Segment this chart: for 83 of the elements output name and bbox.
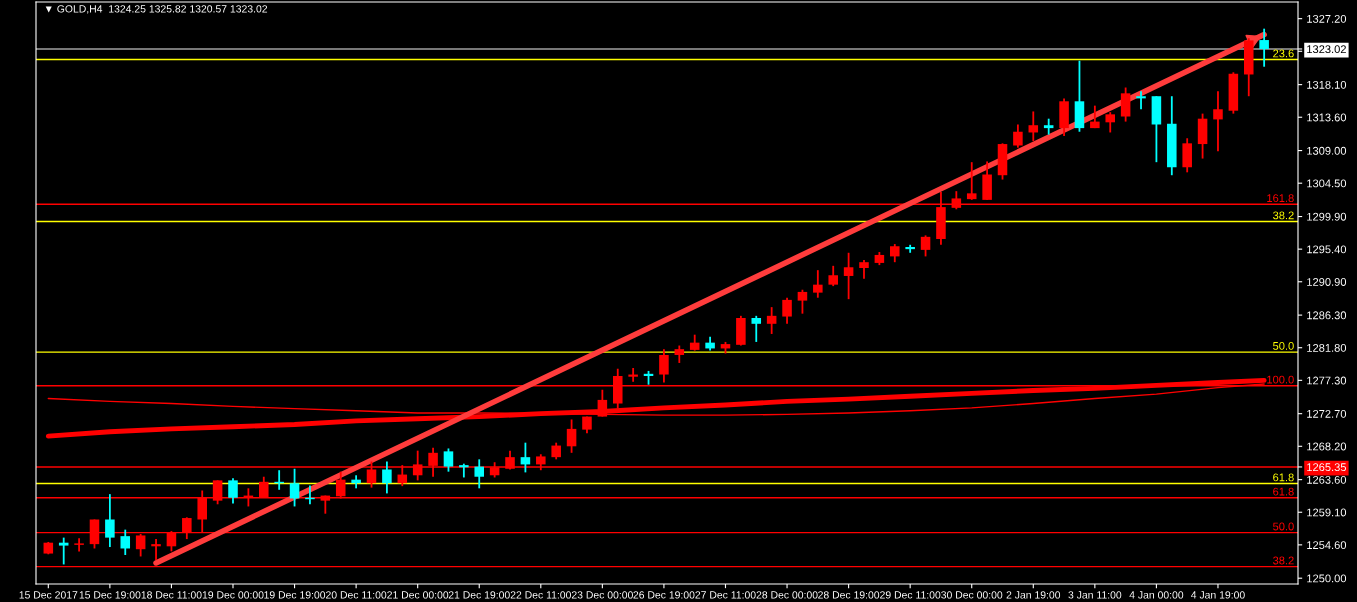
x-tick-label: 29 Dec 11:00 [880,591,941,599]
candlestick [474,458,485,490]
y-tick-label: 1304.50 [1307,179,1347,188]
x-tick-label: 27 Dec 11:00 [695,591,756,599]
y-tick-label: 1268.20 [1307,442,1347,451]
candlestick [228,477,238,505]
y-tick-label: 1323.02 [1307,45,1346,54]
x-tick-label: 21 Dec 00:00 [387,591,449,599]
x-tick-label: 22 Dec 11:00 [510,591,571,599]
annotation: 61.8 [1273,487,1294,496]
y-tick-label: 1281.80 [1307,343,1347,352]
y-tick-label: 1277.30 [1307,376,1347,385]
x-tick-label: 4 Jan 00:00 [1129,591,1184,599]
candlestick [766,306,777,335]
candlestick [782,296,792,325]
candlestick [120,528,131,556]
x-tick-label: 19 Dec 00:00 [202,591,264,599]
candlestick [1013,123,1023,149]
candlestick [58,536,69,566]
candlestick [105,493,115,548]
x-tick-label: 15 Dec 2017 [19,591,78,599]
candlestick [382,460,392,495]
candlestick [1105,111,1116,134]
chart-title: ▼ GOLD,H4 1324.25 1325.82 1320.57 1323.02 [45,5,268,14]
x-tick-label: 18 Dec 11:00 [141,591,202,599]
candlestick [566,418,577,454]
y-tick-label: 1313.60 [1307,113,1347,122]
x-tick-label: 23 Dec 00:00 [571,591,633,599]
y-tick-label: 1263.60 [1307,475,1347,484]
candlestick [628,367,638,383]
candlestick [1259,27,1269,68]
y-tick-label: 1318.10 [1307,80,1347,89]
candlestick [751,314,762,343]
y-tick-label: 1327.20 [1307,14,1347,23]
annotation: 38.2 [1273,211,1294,220]
candlestick [1043,117,1054,136]
annotation: 50.0 [1273,522,1294,531]
x-tick-label: 2 Jan 19:00 [1006,591,1061,599]
y-tick-label: 1309.00 [1307,146,1347,155]
candlestick [289,467,300,508]
x-tick-label: 28 Dec 00:00 [756,591,818,599]
candlestick [74,537,84,553]
candlestick [1182,137,1192,174]
candlestick [966,161,977,201]
y-tick-label: 1254.60 [1307,541,1347,549]
candlestick [1028,110,1039,143]
y-tick-label: 1295.40 [1307,245,1347,254]
x-tick-label: 28 Dec 19:00 [818,591,880,599]
x-tick-label: 3 Jan 11:00 [1068,591,1122,599]
candlestick [659,348,669,384]
candlestick [920,234,931,258]
candlestick [797,288,808,315]
y-tick-label: 1272.70 [1307,409,1347,418]
x-tick-label: 19 Dec 19:00 [264,591,326,599]
candlestick [859,259,869,280]
candlestick [1120,86,1131,123]
annotation: 23.6 [1273,49,1294,58]
y-tick-label: 1250.00 [1307,574,1347,583]
candlestick [843,251,854,301]
x-tick-label: 15 Dec 19:00 [79,591,141,599]
x-tick-label: 26 Dec 19:00 [633,591,695,599]
candlestick [1213,90,1223,153]
x-tick-label: 30 Dec 00:00 [941,591,1003,599]
candlestick [890,243,900,264]
y-tick-label: 1290.90 [1307,278,1347,286]
annotation: 100.0 [1267,375,1294,384]
y-tick-label: 1259.10 [1307,508,1347,517]
candlestick [520,441,531,474]
x-tick-label: 4 Jan 19:00 [1190,591,1245,599]
annotation: 61.8 [1273,473,1294,482]
candlestick [813,269,823,299]
x-tick-label: 21 Dec 19:00 [448,591,510,599]
annotation: 38.2 [1273,556,1294,565]
y-tick-label: 1299.90 [1307,212,1347,221]
candlestick [1136,90,1146,111]
y-tick-label: 1265.35 [1307,463,1347,472]
candlestick [828,264,838,288]
candlestick [443,447,454,473]
y-tick-label: 1286.30 [1307,311,1347,320]
x-tick-label: 20 Dec 11:00 [326,591,387,599]
candlestick [151,538,161,561]
annotation: 50.0 [1273,342,1294,350]
annotation: 161.8 [1267,194,1294,203]
